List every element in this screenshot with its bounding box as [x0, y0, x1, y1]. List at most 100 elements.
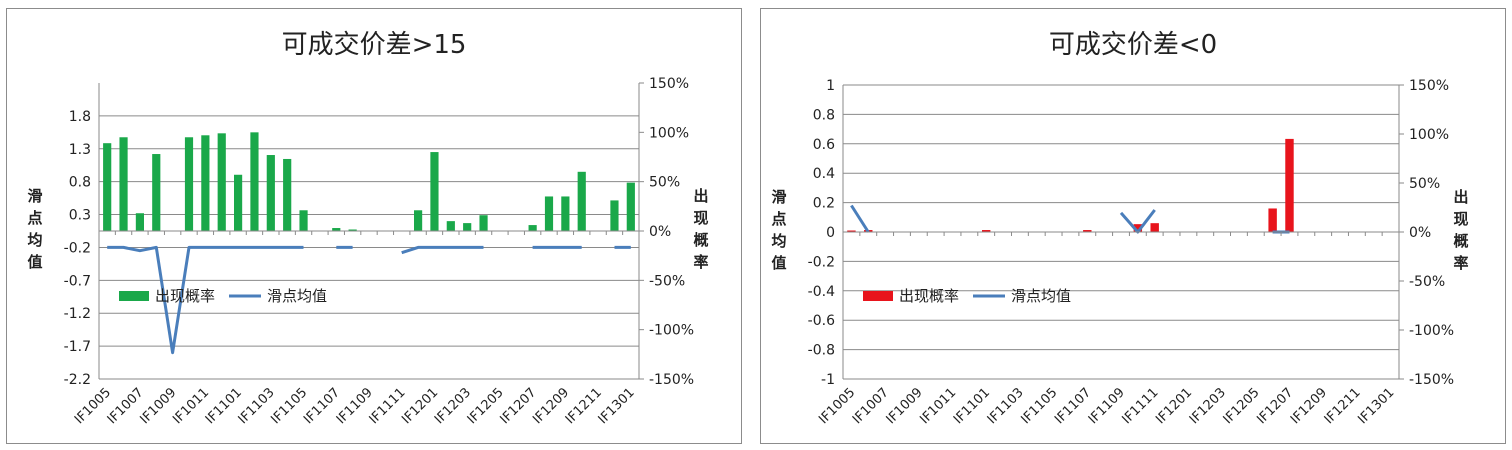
chart-svg: 可成交价差<0 1 0.8 0.6 0.4 0.2 0 -0.2 -0.4 -0.6 -0.8 -1…: [771, 30, 1468, 427]
bar-IF1207: [1285, 138, 1294, 232]
y-axis-title-char: 值: [27, 253, 42, 271]
legend-swatch-bar: [119, 291, 149, 301]
bar-IF1103: [266, 155, 275, 231]
bar-IF1207: [528, 225, 537, 231]
bar-IF1210: [577, 171, 586, 231]
y-tick-label: -1.2: [64, 306, 91, 322]
x-tick-label: IF1103: [985, 385, 1027, 427]
bar-IF1008: [152, 154, 161, 231]
x-tick-label: IF1207: [1254, 385, 1296, 427]
bar-IF1104: [283, 158, 292, 231]
chart-svg: 可成交价差>15 1.8 1.3 0.8 0.3 -0.2 -0.7 -1.2 -1.7 -2.…: [27, 30, 708, 427]
y2-tick-label: -150%: [1409, 372, 1454, 388]
y-tick-label: -0.4: [808, 284, 835, 300]
y2-axis-title-char: 概: [1453, 232, 1468, 250]
bar-IF1108: [348, 229, 357, 231]
y-tick-label: -1: [821, 372, 835, 388]
bar-IF1203: [463, 223, 472, 231]
y-tick-label: -0.7: [64, 273, 91, 289]
bar-IF1202: [446, 221, 455, 231]
bar-IF1209: [561, 196, 570, 231]
chart-title: 可成交价差>15: [282, 30, 467, 60]
y2-tick-label: 0%: [1409, 225, 1431, 241]
y-tick-label: -0.6: [808, 313, 835, 329]
y-tick-label: 1.3: [69, 142, 91, 158]
legend-label-line: 滑点均值: [1011, 287, 1071, 305]
y-axis-title-char: 点: [27, 209, 42, 227]
y2-axis-title-char: 现: [1453, 210, 1468, 228]
bar-IF1005: [103, 143, 112, 231]
legend-label-bar: 出现概率: [155, 287, 215, 305]
bar-IF1206: [1268, 208, 1277, 232]
y-tick-label: 0: [826, 225, 835, 241]
bar-IF1212: [610, 200, 619, 231]
bar-IF1011: [201, 135, 210, 231]
x-tick-label: IF1203: [1187, 385, 1229, 427]
y2-tick-label: 0%: [649, 224, 671, 240]
x-tick-label: IF1111: [1120, 385, 1162, 427]
bar-IF1301: [626, 182, 635, 231]
x-tick-label: IF1011: [917, 385, 959, 427]
bar-IF1006: [119, 137, 128, 231]
bar-IF1105: [299, 210, 308, 231]
y-tick-label: 1: [826, 78, 835, 94]
x-tick-label: IF1105: [1018, 385, 1060, 427]
y2-axis-title-char: 率: [693, 253, 708, 271]
y-tick-label: -0.8: [808, 343, 835, 359]
x-tick-label: IF1301: [596, 385, 638, 427]
bar-IF1111: [1150, 223, 1159, 232]
x-tick-label: IF1109: [1086, 385, 1128, 427]
y-axis-title-char: 滑: [771, 188, 786, 206]
y2-tick-label: -150%: [649, 372, 694, 388]
line-segment: [850, 204, 870, 233]
legend-label-line: 滑点均值: [267, 287, 327, 305]
y2-tick-label: -100%: [649, 323, 694, 339]
y2-tick-label: 100%: [1409, 127, 1449, 143]
x-tick-label: IF1209: [1288, 385, 1330, 427]
chart-panel-price-gap-below-0: 可成交价差<0 1 0.8 0.6 0.4 0.2 0 -0.2 -0.4 -0.6 -0.8 -1…: [760, 8, 1506, 444]
chart-panel-price-gap-over-15: 可成交价差>15 1.8 1.3 0.8 0.3 -0.2 -0.7 -1.2 -1.7 -2.…: [6, 8, 742, 444]
x-tick-label: IF1009: [884, 385, 926, 427]
y-tick-label: 0.3: [69, 208, 91, 224]
x-tick-label: IF1007: [850, 385, 892, 427]
bar-IF1101: [234, 174, 243, 231]
bar-IF1112: [414, 210, 423, 231]
y2-tick-label: 50%: [1409, 176, 1440, 192]
x-tick-label: IF1201: [1153, 385, 1195, 427]
y-tick-label: 0.8: [69, 175, 91, 191]
bar-IF1110: [1133, 224, 1143, 232]
bar-IF1107: [332, 228, 341, 231]
x-tick-label: IF1005: [816, 385, 858, 427]
y-axis-title-char: 滑: [27, 187, 42, 205]
bar-IF1101: [982, 230, 991, 232]
line-segment: [401, 245, 484, 255]
y2-tick-label: 50%: [649, 175, 680, 191]
bar-IF1102: [250, 132, 259, 231]
y-tick-label: 0.6: [813, 137, 835, 153]
y2-axis-title-char: 率: [1453, 254, 1468, 272]
y2-axis-title-char: 现: [693, 209, 708, 227]
y-tick-label: 1.8: [69, 109, 91, 125]
bar-IF1107: [1083, 230, 1092, 232]
y2-tick-label: -50%: [649, 273, 685, 289]
bar-IF1201: [430, 152, 439, 231]
legend-swatch-bar: [863, 291, 893, 301]
y-tick-label: -2.2: [64, 372, 91, 388]
y-axis-title-char: 均: [27, 231, 42, 249]
chart-title: 可成交价差<0: [1049, 30, 1217, 60]
y2-tick-label: 150%: [1409, 78, 1449, 94]
y-tick-label: -0.2: [64, 240, 91, 256]
y2-axis-title-char: 出: [1453, 188, 1468, 206]
y2-tick-label: 100%: [649, 125, 689, 141]
y2-tick-label: -100%: [1409, 323, 1454, 339]
x-tick-label: IF1301: [1355, 385, 1397, 427]
line-segment: [107, 245, 304, 355]
y2-axis-title-char: 概: [693, 231, 708, 249]
bar-IF1204: [479, 215, 488, 231]
y-tick-label: 0.2: [813, 196, 835, 212]
y-tick-label: 0.4: [813, 166, 835, 182]
bar-IF1005: [847, 230, 856, 232]
y2-axis-title-char: 出: [693, 187, 708, 205]
bar-IF1007: [135, 213, 144, 231]
y2-tick-label: -50%: [1409, 274, 1445, 290]
